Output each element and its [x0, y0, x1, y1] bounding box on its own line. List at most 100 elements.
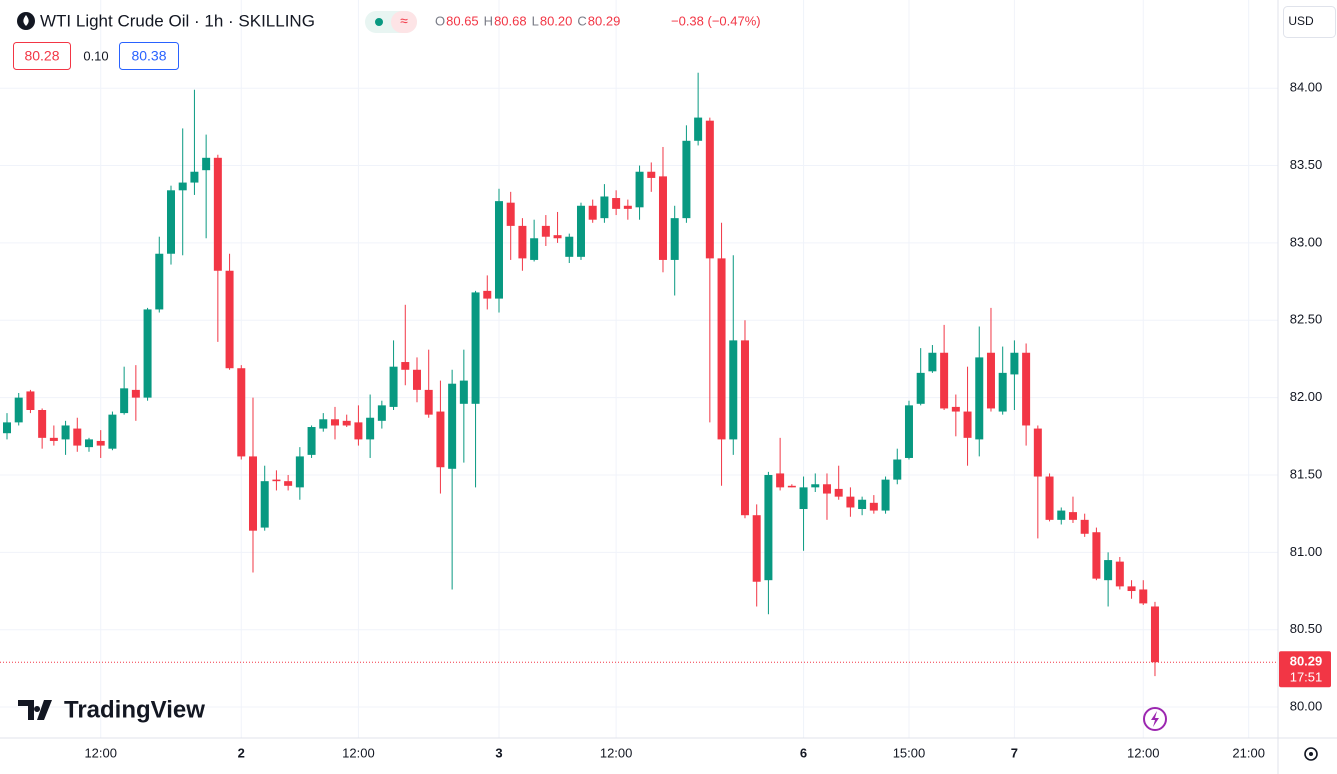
- candle-body: [272, 479, 281, 482]
- candle-body: [986, 352, 995, 409]
- grid: [0, 0, 1278, 738]
- candle-body: [366, 417, 375, 440]
- delay-pill[interactable]: [391, 11, 417, 33]
- candle-body: [295, 456, 304, 488]
- candle-body: [1104, 560, 1113, 581]
- candle-body: [342, 420, 351, 426]
- candle-body: [225, 270, 234, 369]
- candle-body: [834, 488, 843, 497]
- candle-body: [776, 473, 785, 488]
- candle-body: [459, 380, 468, 404]
- candle-body: [377, 405, 386, 421]
- candle-body: [530, 238, 539, 260]
- candle-body: [881, 479, 890, 511]
- ohlc-key: C: [577, 13, 586, 28]
- candle-body: [799, 487, 808, 510]
- candle-body: [237, 368, 246, 457]
- candle-body: [705, 120, 714, 259]
- candle-body: [1022, 352, 1031, 426]
- candle-body: [38, 410, 47, 438]
- candle-body: [471, 292, 480, 404]
- candle-body: [284, 481, 293, 486]
- lightning: [1151, 711, 1159, 727]
- x-tick-label: 3: [495, 745, 502, 760]
- candle-body: [975, 357, 984, 440]
- x-tick-label: 6: [800, 745, 807, 760]
- candle-body: [14, 397, 23, 423]
- candle-body: [576, 205, 585, 257]
- candle-body: [120, 388, 129, 414]
- candle-body: [1150, 606, 1159, 663]
- candle-body: [73, 428, 82, 446]
- y-tick-label: 80.00: [1290, 698, 1323, 713]
- candle-body: [740, 340, 749, 516]
- candle-body: [916, 372, 925, 404]
- candle-body: [811, 484, 820, 488]
- candle-body: [541, 225, 550, 237]
- candle-body: [963, 411, 972, 438]
- candle-body: [869, 502, 878, 511]
- candle-body: [682, 140, 691, 219]
- candle-body: [940, 352, 949, 409]
- y-tick-label: 83.00: [1290, 234, 1323, 249]
- y-tick-label: 81.00: [1290, 544, 1323, 559]
- candle-body: [1115, 561, 1124, 587]
- candle-body: [202, 157, 211, 171]
- drop-icon: [23, 15, 29, 26]
- candle-body: [1068, 512, 1077, 520]
- y-tick-label: 81.50: [1290, 466, 1323, 481]
- delay-icon: ≈: [400, 13, 408, 29]
- last-price-box: [1279, 651, 1331, 688]
- candle-body: [248, 456, 257, 531]
- ohlc-legend: O 80.65 H 80.68 L 80.20 C 80.29: [435, 13, 620, 28]
- candle-body: [1127, 586, 1136, 592]
- currency-button[interactable]: [1283, 6, 1336, 38]
- candle-body: [951, 406, 960, 412]
- countdown: 17:51: [1290, 670, 1323, 685]
- candle-body: [623, 205, 632, 209]
- candle-body: [213, 157, 222, 271]
- candle-body: [330, 419, 339, 426]
- ohlc-value: 80.68: [494, 13, 527, 28]
- x-tick-label: 12:00: [84, 745, 117, 760]
- ohlc-key: O: [435, 13, 445, 28]
- y-tick-label: 83.50: [1290, 157, 1323, 172]
- candle-body: [494, 201, 503, 299]
- ask-box[interactable]: [119, 42, 179, 70]
- x-tick-label: 12:00: [342, 745, 375, 760]
- candle-body: [319, 419, 328, 429]
- candle-body: [448, 383, 457, 469]
- candle-body: [1033, 428, 1042, 477]
- spread: 0.10: [83, 48, 108, 63]
- candle-body: [166, 190, 175, 254]
- candle-body: [518, 225, 527, 259]
- candle-body: [1045, 476, 1054, 520]
- x-tick-label: 15:00: [893, 745, 926, 760]
- x-tick-label: 12:00: [600, 745, 633, 760]
- candle-body: [588, 205, 597, 220]
- candle-body: [260, 481, 269, 528]
- candle-body: [1092, 532, 1101, 579]
- y-tick-label: 82.50: [1290, 312, 1323, 327]
- y-tick-label: 82.00: [1290, 389, 1323, 404]
- candle-body: [354, 422, 363, 440]
- candle-body: [998, 372, 1007, 412]
- chart-title: WTI Light Crude Oil · 1h · SKILLING: [40, 11, 315, 30]
- market-open-dot: [375, 18, 383, 26]
- candle-body: [729, 340, 738, 440]
- candle-body: [389, 366, 398, 407]
- x-tick-label: 7: [1011, 745, 1018, 760]
- ohlc-value: 80.20: [540, 13, 573, 28]
- candle-body: [1080, 519, 1089, 534]
- candle-body: [1139, 589, 1148, 604]
- bid-box[interactable]: [13, 42, 71, 70]
- candle-body: [612, 198, 621, 209]
- candle-body: [131, 389, 140, 398]
- candle-body: [752, 515, 761, 582]
- candle-body: [565, 236, 574, 257]
- candle-body: [904, 405, 913, 458]
- settings-button[interactable]: [1304, 747, 1318, 761]
